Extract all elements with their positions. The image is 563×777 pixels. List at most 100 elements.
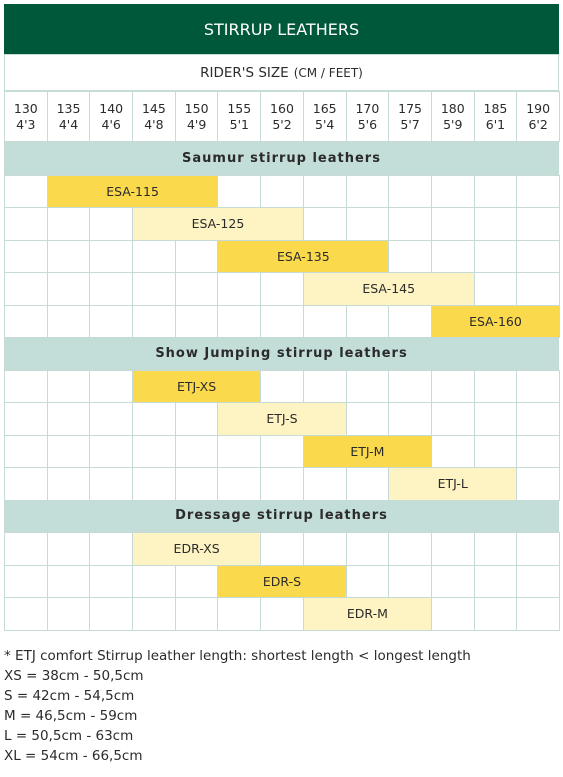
grid-cell — [217, 304, 262, 338]
grid-cell — [473, 207, 518, 241]
size-bar: ETJ-XS — [133, 370, 261, 402]
grid-cell — [89, 402, 134, 436]
size-cell: 130 4'3 — [4, 91, 48, 142]
grid-cell — [46, 597, 91, 631]
grid-cell — [217, 597, 262, 631]
size-bar: ETJ-S — [218, 403, 346, 435]
size-cm: 170 — [355, 100, 380, 116]
grid-cell — [46, 564, 91, 598]
size-bar: EDR-S — [218, 565, 346, 597]
grid-cell — [430, 239, 475, 273]
grid-cell — [4, 402, 48, 436]
size-cell: 175 5'7 — [388, 91, 432, 142]
grid-cell — [473, 402, 518, 436]
grid-cell — [388, 239, 432, 273]
size-cell: 180 5'9 — [430, 91, 475, 142]
grid-cell — [174, 239, 219, 273]
grid-cell — [345, 532, 390, 566]
note: * ETJ comfort Stirrup leather length: sh… — [4, 648, 471, 664]
grid-cell — [516, 532, 560, 566]
size-bar: ESA-115 — [47, 175, 218, 207]
size-cell: 170 5'6 — [345, 91, 390, 142]
size-ft: 6'2 — [528, 116, 548, 132]
size-ft: 5'9 — [443, 116, 463, 132]
grid-cell — [302, 532, 347, 566]
grid-cell — [46, 239, 91, 273]
size-bar: EDR-XS — [133, 533, 261, 565]
size-cell: 165 5'4 — [302, 91, 347, 142]
grid-cell — [4, 304, 48, 338]
grid-cell — [89, 467, 134, 501]
grid-cell — [174, 564, 219, 598]
size-cm: 190 — [526, 100, 551, 116]
grid-cell — [260, 434, 304, 468]
grid-cell — [89, 564, 134, 598]
grid-cell — [516, 369, 560, 403]
note: M = 46,5cm - 59cm — [4, 708, 138, 724]
size-bar: ESA-160 — [431, 305, 559, 337]
grid-cell — [473, 434, 518, 468]
grid-cell — [4, 207, 48, 241]
grid-cell — [89, 434, 134, 468]
grid-cell — [4, 369, 48, 403]
grid-cell — [260, 304, 304, 338]
grid-cell — [516, 174, 560, 208]
grid-cell — [132, 239, 176, 273]
grid-cell — [302, 304, 347, 338]
subtitle-unit: (CM / FEET) — [293, 65, 363, 80]
grid-cell — [217, 467, 262, 501]
grid-cell — [4, 239, 48, 273]
section-header: Show Jumping stirrup leathers — [4, 337, 559, 370]
note: XL = 54cm - 66,5cm — [4, 748, 143, 764]
grid-cell — [89, 369, 134, 403]
grid-cell — [174, 272, 219, 306]
size-bar: ESA-145 — [303, 273, 474, 305]
size-cell: 150 4'9 — [174, 91, 219, 142]
grid-cell — [132, 304, 176, 338]
grid-cell — [260, 369, 304, 403]
grid-cell — [473, 174, 518, 208]
note: S = 42cm - 54,5cm — [4, 688, 135, 704]
grid-cell — [4, 532, 48, 566]
grid-cell — [473, 597, 518, 631]
size-bar: ETJ-L — [389, 468, 517, 500]
grid-cell — [430, 402, 475, 436]
grid-cell — [46, 467, 91, 501]
size-cell: 190 6'2 — [516, 91, 560, 142]
grid-cell — [345, 402, 390, 436]
size-ft: 4'4 — [58, 116, 79, 132]
grid-cell — [345, 207, 390, 241]
grid-cell — [260, 532, 304, 566]
grid-cell — [388, 369, 432, 403]
grid-cell — [132, 434, 176, 468]
grid-cell — [132, 467, 176, 501]
size-bar: ESA-135 — [218, 240, 389, 272]
grid-cell — [217, 174, 262, 208]
grid-cell — [473, 369, 518, 403]
size-cell: 185 6'1 — [473, 91, 518, 142]
grid-cell — [516, 272, 560, 306]
grid-cell — [473, 532, 518, 566]
size-cm: 130 — [13, 100, 38, 116]
grid-cell — [4, 174, 48, 208]
grid-cell — [4, 467, 48, 501]
grid-cell — [516, 597, 560, 631]
grid-cell — [302, 207, 347, 241]
size-cell: 145 4'8 — [132, 91, 176, 142]
size-cm: 180 — [440, 100, 465, 116]
size-cell: 140 4'6 — [89, 91, 134, 142]
grid-cell — [388, 402, 432, 436]
size-ft: 4'8 — [144, 116, 164, 132]
grid-cell — [302, 369, 347, 403]
grid-cell — [132, 564, 176, 598]
grid-cell — [430, 369, 475, 403]
note: L = 50,5cm - 63cm — [4, 728, 134, 744]
size-cm: 185 — [483, 100, 508, 116]
grid-cell — [516, 207, 560, 241]
grid-cell — [174, 304, 219, 338]
grid-cell — [4, 434, 48, 468]
grid-cell — [430, 207, 475, 241]
grid-cell — [345, 369, 390, 403]
grid-cell — [473, 564, 518, 598]
grid-cell — [46, 369, 91, 403]
